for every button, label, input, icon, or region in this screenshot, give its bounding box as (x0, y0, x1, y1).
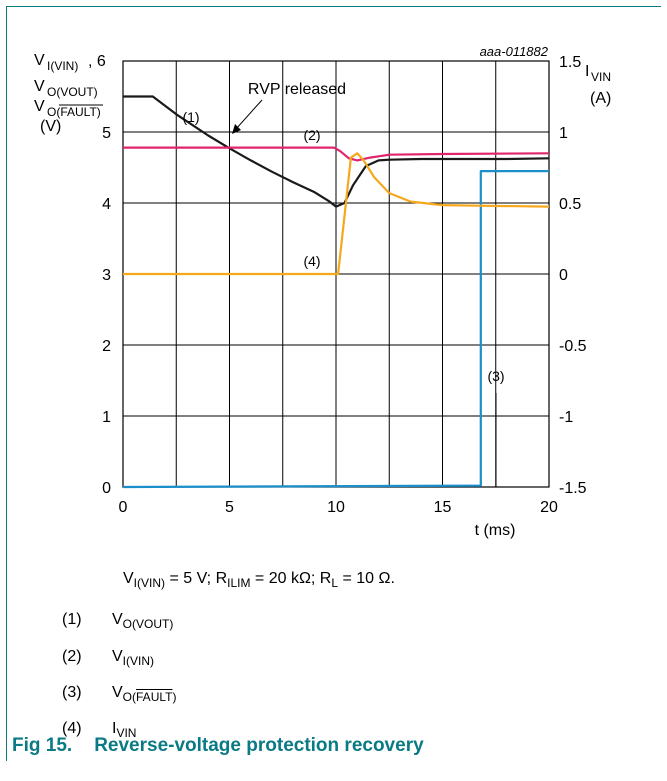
y-left-tick-label: 0 (102, 480, 111, 497)
legend-item-4: (4) IVIN (62, 720, 136, 740)
legend-sub: VIN (116, 726, 137, 741)
y-left-label-six: , 6 (88, 53, 106, 70)
legend-main: I (112, 720, 117, 737)
series-2-line (123, 146, 550, 162)
figure-title: Fig 15. Reverse-voltage protection recove… (12, 735, 424, 757)
figure-number: Fig 15. (12, 735, 73, 756)
y-left-tick-label: 1 (102, 409, 111, 426)
y-right-tick-label: 0 (559, 267, 568, 284)
annotation-arrow-line (235, 99, 263, 130)
annotation-arrow-head (232, 124, 241, 134)
caption-subscript: I(VIN) (133, 576, 166, 591)
y-left-tick-label: 4 (102, 196, 111, 213)
x-tick-label: 10 (327, 499, 345, 516)
y-left-tick-label: 2 (102, 338, 111, 355)
caption-text: V (123, 570, 134, 587)
legend-number: (3) (62, 684, 82, 701)
legend-sub: I(VIN) (122, 654, 155, 669)
y-left-label-v3: V (34, 98, 45, 115)
y-left-tick-label: 5 (102, 125, 111, 142)
legend-item-1: (1) VO(VOUT) (62, 611, 173, 631)
series-label-3: (3) (487, 368, 504, 384)
y-right-label-sub: VIN (591, 70, 611, 84)
legend-number: (1) (62, 611, 82, 628)
x-tick-label: 15 (434, 499, 452, 516)
y-left-label-sub2: O(VOUT) (47, 85, 98, 99)
caption-subscript: L (331, 576, 339, 591)
y-left-label-sub3: O(FAULT) (47, 105, 101, 119)
legend-sub: O(FAULT) (122, 690, 177, 705)
y-right-tick-label: -1.5 (559, 480, 587, 497)
legend-main: V (112, 611, 123, 628)
legend-number: (4) (62, 720, 82, 737)
figure-title-text: Reverse-voltage protection recovery (94, 735, 424, 756)
series-label-2: (2) (303, 127, 320, 143)
x-tick-label: 5 (225, 499, 234, 516)
y-left-label-v2: V (34, 78, 45, 95)
frame-left-rule (6, 6, 7, 761)
x-tick-label: 20 (540, 499, 558, 516)
y-right-label-i: I (585, 63, 589, 80)
y-left-label-v1: V (34, 52, 45, 69)
caption-text: = 10 Ω. (338, 570, 395, 587)
y-right-label-unit: (A) (590, 90, 611, 107)
series-1-line (123, 95, 550, 208)
y-right-tick-label: 1 (559, 125, 568, 142)
caption-subscript: ILIM (227, 576, 251, 591)
figure-code: aaa-011882 (480, 44, 549, 59)
y-left-label-sub1: I(VIN) (47, 59, 78, 73)
x-axis-label: t (ms) (475, 522, 516, 539)
series-4-line (123, 152, 550, 276)
legend-item-2: (2) VI(VIN) (62, 648, 154, 668)
legend-main: V (112, 648, 123, 665)
caption-text: = 20 kΩ; R (250, 570, 332, 587)
caption-text: = 5 V; R (165, 570, 228, 587)
legend-number: (2) (62, 648, 82, 665)
rvp-released-annotation: RVP released (248, 81, 346, 98)
y-right-tick-label: 0.5 (559, 196, 581, 213)
series-label-4: (4) (303, 253, 320, 269)
y-right-tick-label: -1 (559, 409, 573, 426)
y-left-tick-label: 3 (102, 267, 111, 284)
y-right-tick-label: -0.5 (559, 338, 587, 355)
conditions-caption: VI(VIN) = 5 V; RILIM = 20 kΩ; RL = 10 Ω. (123, 570, 395, 590)
frame-top-rule (6, 6, 661, 7)
legend-sub: O(VOUT) (122, 617, 174, 632)
legend-item-3: (3) VO(FAULT) (62, 684, 176, 704)
legend-main: V (112, 684, 123, 701)
y-left-label-unit: (V) (40, 118, 61, 135)
series-3-line (122, 170, 549, 489)
y-right-tick-label: 1.5 (559, 54, 581, 71)
series-label-1: (1) (182, 109, 199, 125)
x-tick-label: 0 (119, 499, 128, 516)
